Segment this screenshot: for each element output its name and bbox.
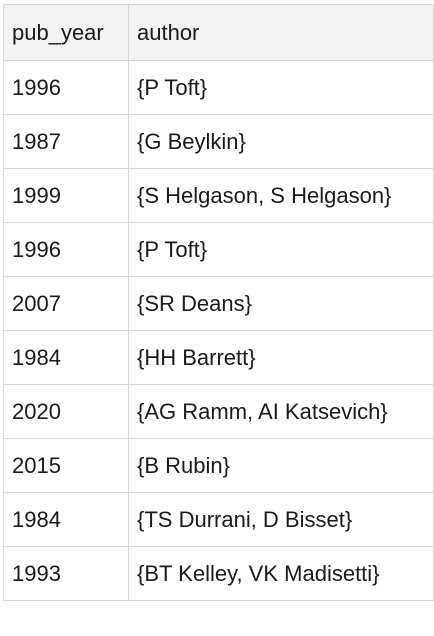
cell-pub-year: 1993: [3, 546, 129, 601]
table-row: 2015 {B Rubin}: [3, 438, 434, 493]
cell-pub-year: 1996: [3, 60, 129, 115]
table-body: 1996 {P Toft} 1987 {G Beylkin} 1999 {S Helgas…: [3, 60, 434, 601]
cell-author: {P Toft}: [128, 60, 434, 115]
table-row: 1996 {P Toft}: [3, 60, 434, 115]
table-row: 1999 {S Helgason, S Helgason}: [3, 168, 434, 223]
cell-pub-year: 1999: [3, 168, 129, 223]
column-header-pub-year: pub_year: [3, 4, 129, 61]
cell-pub-year: 1987: [3, 114, 129, 169]
cell-pub-year: 2020: [3, 384, 129, 439]
table-row: 2020 {AG Ramm, AI Katsevich}: [3, 384, 434, 439]
cell-author: {TS Durrani, D Bisset}: [128, 492, 434, 547]
cell-pub-year: 1996: [3, 222, 129, 277]
table-row: 1996 {P Toft}: [3, 222, 434, 277]
cell-author: {AG Ramm, AI Katsevich}: [128, 384, 434, 439]
cell-author: {G Beylkin}: [128, 114, 434, 169]
cell-pub-year: 2015: [3, 438, 129, 493]
cell-author: {B Rubin}: [128, 438, 434, 493]
cell-author: {S Helgason, S Helgason}: [128, 168, 434, 223]
cell-author: {HH Barrett}: [128, 330, 434, 385]
table-header-row: pub_year author: [3, 4, 434, 61]
table-row: 1987 {G Beylkin}: [3, 114, 434, 169]
table-row: 1984 {HH Barrett}: [3, 330, 434, 385]
cell-pub-year: 1984: [3, 492, 129, 547]
cell-author: {P Toft}: [128, 222, 434, 277]
table-row: 1993 {BT Kelley, VK Madisetti}: [3, 546, 434, 601]
cell-author: {BT Kelley, VK Madisetti}: [128, 546, 434, 601]
cell-author: {SR Deans}: [128, 276, 434, 331]
table-row: 2007 {SR Deans}: [3, 276, 434, 331]
results-table: pub_year author 1996 {P Toft} 1987 {G Beylk…: [3, 4, 434, 601]
cell-pub-year: 1984: [3, 330, 129, 385]
cell-pub-year: 2007: [3, 276, 129, 331]
table-row: 1984 {TS Durrani, D Bisset}: [3, 492, 434, 547]
results-table-container: pub_year author 1996 {P Toft} 1987 {G Beylk…: [3, 4, 434, 601]
column-header-author: author: [128, 4, 434, 61]
